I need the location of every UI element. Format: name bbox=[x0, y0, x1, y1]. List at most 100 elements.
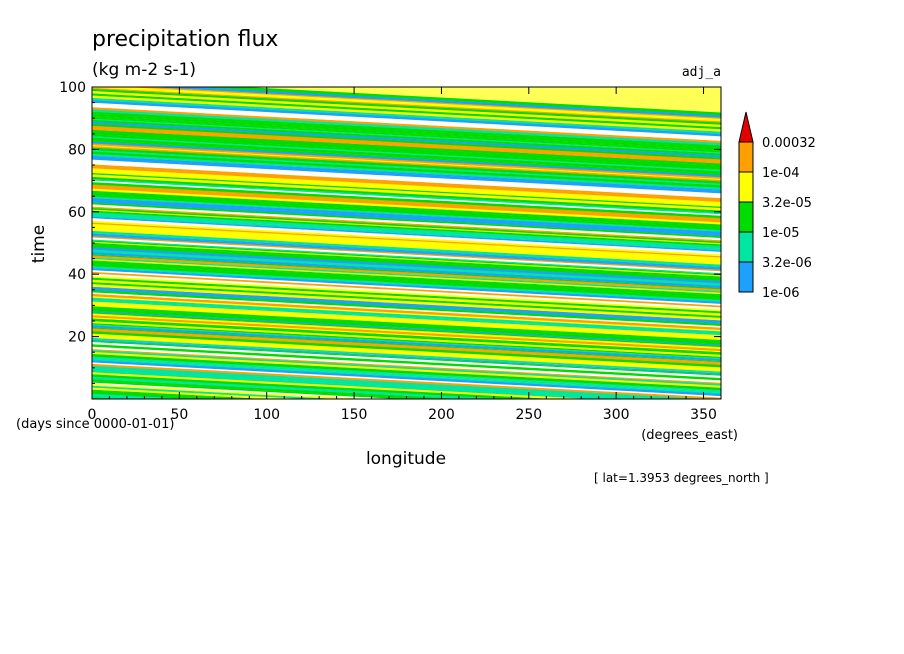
x-tick-label: 50 bbox=[170, 407, 188, 423]
precip-streak bbox=[92, 233, 721, 269]
colorbar-bin bbox=[738, 141, 754, 173]
precip-streak bbox=[92, 214, 721, 251]
precip-streak bbox=[92, 176, 721, 213]
colorbar-bin bbox=[738, 261, 754, 293]
precip-streak bbox=[92, 197, 721, 234]
precip-streak bbox=[92, 111, 721, 148]
precip-streak bbox=[92, 237, 721, 274]
precip-streak bbox=[92, 113, 721, 150]
precip-streak bbox=[92, 319, 721, 355]
precip-streak bbox=[92, 313, 721, 349]
colorbar-bin bbox=[738, 201, 754, 233]
precip-streak bbox=[125, 87, 721, 119]
x-axis: 0 50 100 150 200 250 300 350 bbox=[88, 87, 717, 423]
precip-streak bbox=[92, 359, 721, 397]
precip-streak bbox=[92, 186, 721, 223]
precip-streak bbox=[92, 202, 721, 239]
precip-streak bbox=[92, 266, 721, 302]
precip-streak bbox=[92, 287, 721, 324]
run-label: adj_a bbox=[682, 65, 721, 80]
precip-streak bbox=[92, 333, 721, 370]
precip-streak bbox=[92, 109, 721, 146]
precip-streak bbox=[92, 178, 721, 215]
precip-streak bbox=[92, 261, 721, 298]
precip-streak bbox=[92, 147, 721, 184]
precip-streak bbox=[92, 279, 721, 316]
precip-streak bbox=[92, 159, 721, 196]
precip-streak bbox=[92, 286, 721, 322]
precip-streak bbox=[92, 136, 721, 172]
x-tick-label: 0 bbox=[88, 407, 97, 423]
precip-streak bbox=[92, 129, 721, 166]
precip-streak bbox=[92, 161, 721, 199]
precip-streak bbox=[92, 255, 721, 292]
precip-streak bbox=[92, 180, 721, 216]
precip-streak bbox=[92, 93, 721, 130]
precip-streak bbox=[92, 95, 721, 132]
precip-streak bbox=[92, 329, 721, 365]
y-axis: 20 40 60 80 100 bbox=[59, 80, 721, 384]
precip-streak bbox=[92, 199, 721, 237]
colorbar-label: 1e-05 bbox=[762, 226, 800, 241]
colorbar-label: 3.2e-06 bbox=[762, 256, 812, 271]
precip-streak bbox=[92, 344, 721, 381]
precip-streak bbox=[92, 270, 721, 306]
precip-streak bbox=[92, 97, 721, 134]
precip-streak bbox=[92, 301, 721, 338]
precip-streak bbox=[92, 172, 721, 209]
precip-streak bbox=[92, 192, 721, 229]
precip-streak bbox=[92, 143, 721, 179]
precip-streak bbox=[92, 115, 721, 152]
precip-streak bbox=[92, 141, 721, 178]
precip-streak bbox=[92, 222, 721, 258]
precip-streak bbox=[92, 196, 721, 232]
precip-streak bbox=[92, 346, 721, 383]
precip-streak bbox=[92, 88, 721, 125]
precip-streak bbox=[92, 121, 721, 158]
precip-streak bbox=[92, 204, 721, 241]
precip-streak bbox=[92, 356, 721, 392]
precip-streak bbox=[92, 339, 721, 375]
precip-streak bbox=[92, 273, 721, 310]
x-tick-label: 150 bbox=[341, 407, 368, 423]
precip-streak bbox=[92, 123, 721, 160]
precip-streak bbox=[92, 117, 721, 153]
precip-streak bbox=[92, 289, 721, 327]
precip-streak bbox=[92, 168, 721, 205]
precip-streak bbox=[92, 258, 721, 295]
precip-streak bbox=[92, 149, 721, 186]
chart-title: precipitation flux bbox=[92, 27, 278, 52]
precip-streak bbox=[92, 350, 721, 386]
precip-streak bbox=[92, 306, 721, 343]
precip-streak bbox=[92, 324, 721, 360]
precip-streak bbox=[92, 188, 721, 225]
precip-streak bbox=[92, 283, 721, 321]
precip-streak bbox=[92, 312, 721, 348]
precip-streak bbox=[92, 362, 721, 398]
precip-streak bbox=[92, 219, 721, 255]
precip-streak bbox=[146, 87, 721, 118]
precip-streak bbox=[92, 353, 721, 391]
precip-streak bbox=[92, 337, 721, 374]
plot-field bbox=[92, 87, 721, 399]
colorbar: 1e-06 3.2e-06 1e-05 3.2e-05 1e-04 0.00032 bbox=[738, 111, 816, 301]
precip-streak bbox=[92, 275, 721, 312]
precip-streak bbox=[92, 107, 721, 144]
precip-streak bbox=[92, 210, 721, 246]
y-tick-label: 60 bbox=[68, 205, 86, 221]
precip-streak bbox=[92, 104, 721, 141]
x-tick-label: 200 bbox=[428, 407, 455, 423]
precip-streak bbox=[92, 228, 721, 265]
chart-units: (kg m-2 s-1) bbox=[92, 60, 196, 80]
precip-streak bbox=[92, 318, 721, 354]
y-axis-label: time bbox=[29, 225, 49, 263]
precip-streak bbox=[92, 166, 721, 202]
precip-streak bbox=[92, 328, 721, 364]
precip-streak bbox=[92, 358, 721, 394]
y-tick-label: 20 bbox=[68, 330, 86, 346]
precip-streak bbox=[92, 157, 721, 194]
precip-streak bbox=[92, 125, 721, 163]
precip-streak bbox=[92, 153, 721, 190]
precip-streak bbox=[92, 236, 721, 272]
